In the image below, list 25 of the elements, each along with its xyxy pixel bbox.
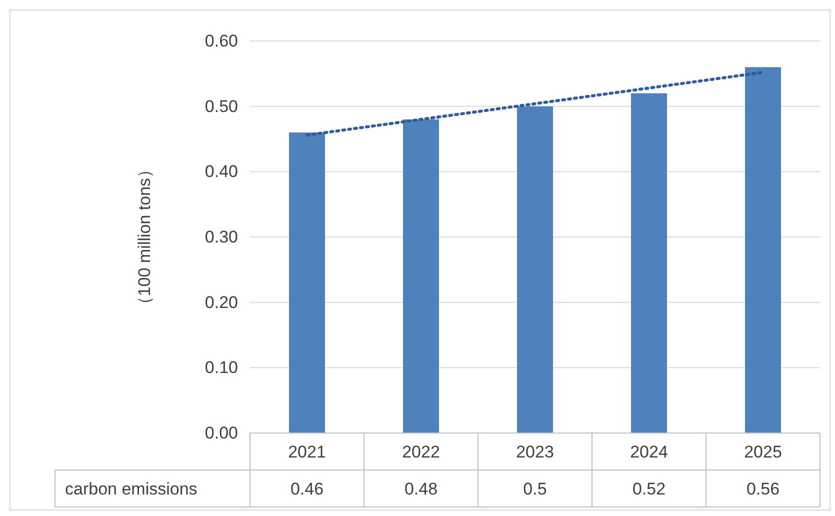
data-label: 0.56 bbox=[746, 480, 780, 498]
y-tick-label: 0.00 bbox=[204, 423, 238, 442]
x-tick-label: 2023 bbox=[516, 442, 554, 462]
x-tick-label: 2025 bbox=[744, 442, 782, 462]
line-series bbox=[306, 70, 764, 137]
bar bbox=[289, 132, 325, 433]
data-label: 0.52 bbox=[632, 480, 666, 498]
x-tick-label: 2021 bbox=[288, 442, 326, 462]
bar bbox=[745, 67, 781, 433]
y-tick-label: 0.60 bbox=[204, 31, 238, 50]
y-tick-label: 0.50 bbox=[204, 96, 238, 116]
data-label: 0.46 bbox=[290, 480, 324, 498]
x-tick-label: 2022 bbox=[402, 442, 440, 462]
text: carbon emissions bbox=[65, 480, 198, 498]
bar bbox=[517, 106, 553, 433]
y-axis-title: （100 million tons） bbox=[135, 160, 154, 314]
data-label: 0.5 bbox=[523, 480, 547, 498]
data-label: 0.48 bbox=[404, 480, 438, 498]
x-tick-label: 2024 bbox=[630, 442, 668, 462]
y-tick-label: 0.10 bbox=[204, 358, 238, 378]
bar bbox=[631, 93, 667, 433]
bar bbox=[403, 119, 439, 433]
y-tick-label: 0.30 bbox=[204, 227, 238, 246]
y-tick-label: 0.20 bbox=[204, 292, 238, 312]
y-tick-label: 0.40 bbox=[204, 162, 238, 182]
